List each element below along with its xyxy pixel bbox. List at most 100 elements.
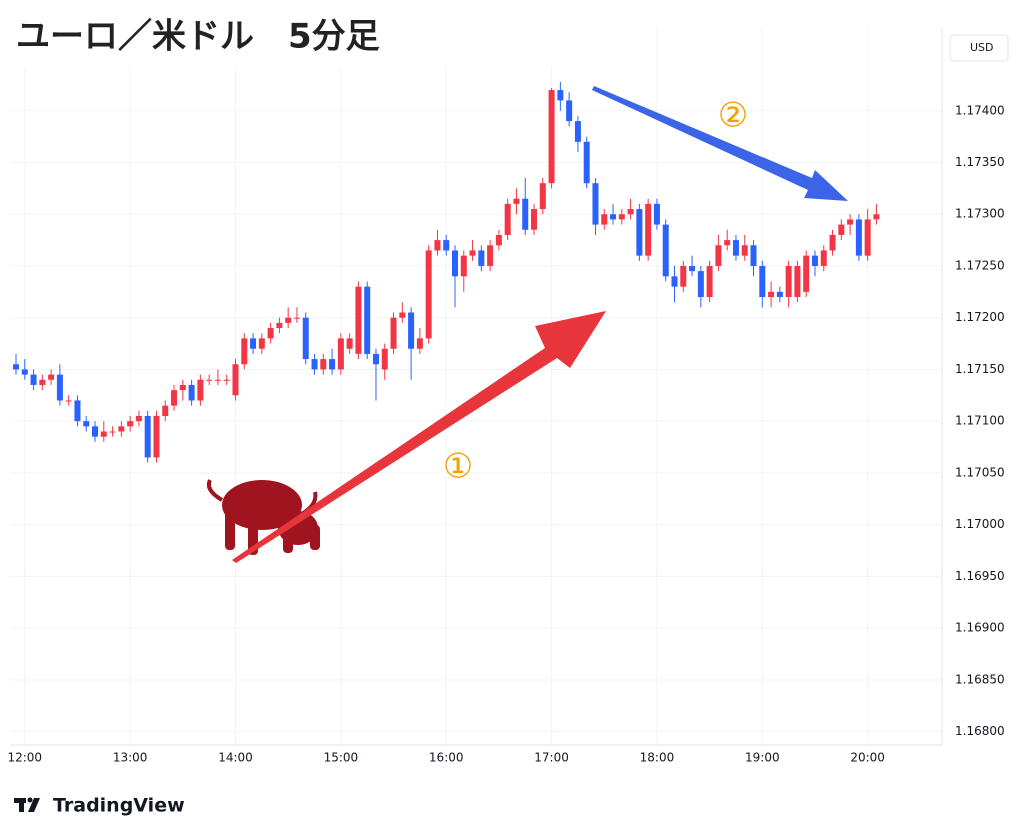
candle-body — [724, 240, 731, 246]
up-arrow — [232, 311, 606, 563]
candle-body — [583, 141, 590, 184]
candle-body — [232, 364, 239, 396]
candle-body — [434, 240, 441, 251]
candle-body — [92, 426, 99, 437]
y-tick-label: 1.17350 — [955, 155, 1005, 169]
candle-body — [144, 415, 151, 458]
candle-body — [776, 291, 783, 298]
candle-body — [241, 338, 248, 365]
candle-body — [873, 214, 880, 220]
candle-body — [495, 234, 502, 246]
candle-body — [460, 255, 467, 277]
candle-body — [443, 240, 450, 251]
candle-body — [478, 250, 485, 266]
candle-body — [135, 415, 142, 422]
candle-body — [100, 431, 107, 437]
title-bg — [0, 0, 605, 66]
y-tick-label: 1.17300 — [955, 207, 1005, 221]
candle-body — [267, 328, 274, 339]
candle-body — [847, 219, 854, 225]
candle-body — [13, 364, 19, 370]
brand-logo — [14, 797, 40, 812]
candle-body — [355, 286, 362, 354]
candle-body — [803, 255, 810, 292]
candle-body — [346, 338, 353, 349]
candle-body — [293, 317, 300, 319]
x-tick-label: 19:00 — [745, 751, 780, 765]
annotation: ① — [443, 447, 473, 487]
candle-body — [548, 90, 555, 184]
candle-body — [364, 286, 371, 354]
y-tick-label: 1.16850 — [955, 672, 1005, 686]
candles — [13, 81, 880, 463]
candle-body — [214, 379, 221, 381]
candle-body — [539, 183, 546, 210]
candle-body — [74, 400, 81, 422]
candle-body — [531, 209, 538, 230]
x-tick-label: 18:00 — [640, 751, 675, 765]
y-tick-label: 1.17050 — [955, 465, 1005, 479]
candle-body — [118, 426, 125, 432]
grid — [10, 28, 942, 745]
x-tick-label: 13:00 — [113, 751, 148, 765]
candle-body — [768, 291, 775, 298]
y-tick-label: 1.16950 — [955, 569, 1005, 583]
candle-body — [592, 183, 599, 225]
candle-body — [645, 203, 652, 256]
x-tick-label: 15:00 — [324, 751, 359, 765]
candle-body — [127, 421, 134, 427]
candle-body — [697, 271, 704, 298]
candle-body — [390, 317, 397, 349]
candle-body — [601, 214, 608, 225]
x-tick-label: 16:00 — [429, 751, 464, 765]
candle-body — [855, 219, 862, 256]
candle-body — [820, 250, 827, 266]
candle-body — [302, 317, 309, 360]
candle-body — [250, 338, 257, 349]
candle-body — [206, 379, 213, 381]
candle-body — [732, 240, 739, 256]
currency-box[interactable] — [949, 34, 1009, 62]
candle-body — [399, 312, 406, 318]
candle-body — [689, 265, 696, 272]
candle-body — [39, 379, 46, 385]
y-tick-label: 1.17400 — [955, 103, 1005, 117]
candle-body — [416, 338, 423, 349]
candle-body — [425, 250, 432, 339]
candle-body — [452, 250, 458, 277]
candle-body — [864, 219, 871, 256]
bull-illustration — [206, 479, 320, 555]
candle-body — [574, 121, 581, 142]
x-tick-label: 20:00 — [850, 751, 885, 765]
candle-body — [30, 374, 37, 385]
candle-body — [258, 338, 265, 349]
candle-body — [504, 203, 511, 235]
candle-body — [188, 384, 195, 401]
candle-body — [381, 348, 388, 370]
candle-body — [750, 245, 757, 266]
candle-body — [21, 369, 28, 375]
candle-body — [759, 265, 766, 298]
candle-body — [65, 400, 72, 402]
candle-body — [109, 431, 116, 433]
candle-body — [276, 322, 283, 329]
down-arrow — [592, 86, 848, 201]
candle-body — [513, 198, 520, 204]
x-tick-label: 17:00 — [534, 751, 569, 765]
candle-body — [197, 379, 204, 401]
chart-title: ユーロ／米ドル 5分足 — [16, 17, 380, 57]
candle-body — [487, 245, 494, 266]
candle-body — [627, 209, 634, 215]
y-tick-label: 1.17100 — [955, 414, 1005, 428]
candle-body — [329, 359, 336, 370]
x-tick-label: 12:00 — [7, 751, 42, 765]
candle-body — [408, 312, 415, 349]
candle-body — [83, 421, 90, 427]
candle-body — [469, 250, 476, 256]
candle-body — [706, 265, 713, 298]
candle-body — [785, 265, 792, 298]
brand-name: TradingView — [53, 795, 185, 817]
candle-body — [337, 338, 344, 370]
